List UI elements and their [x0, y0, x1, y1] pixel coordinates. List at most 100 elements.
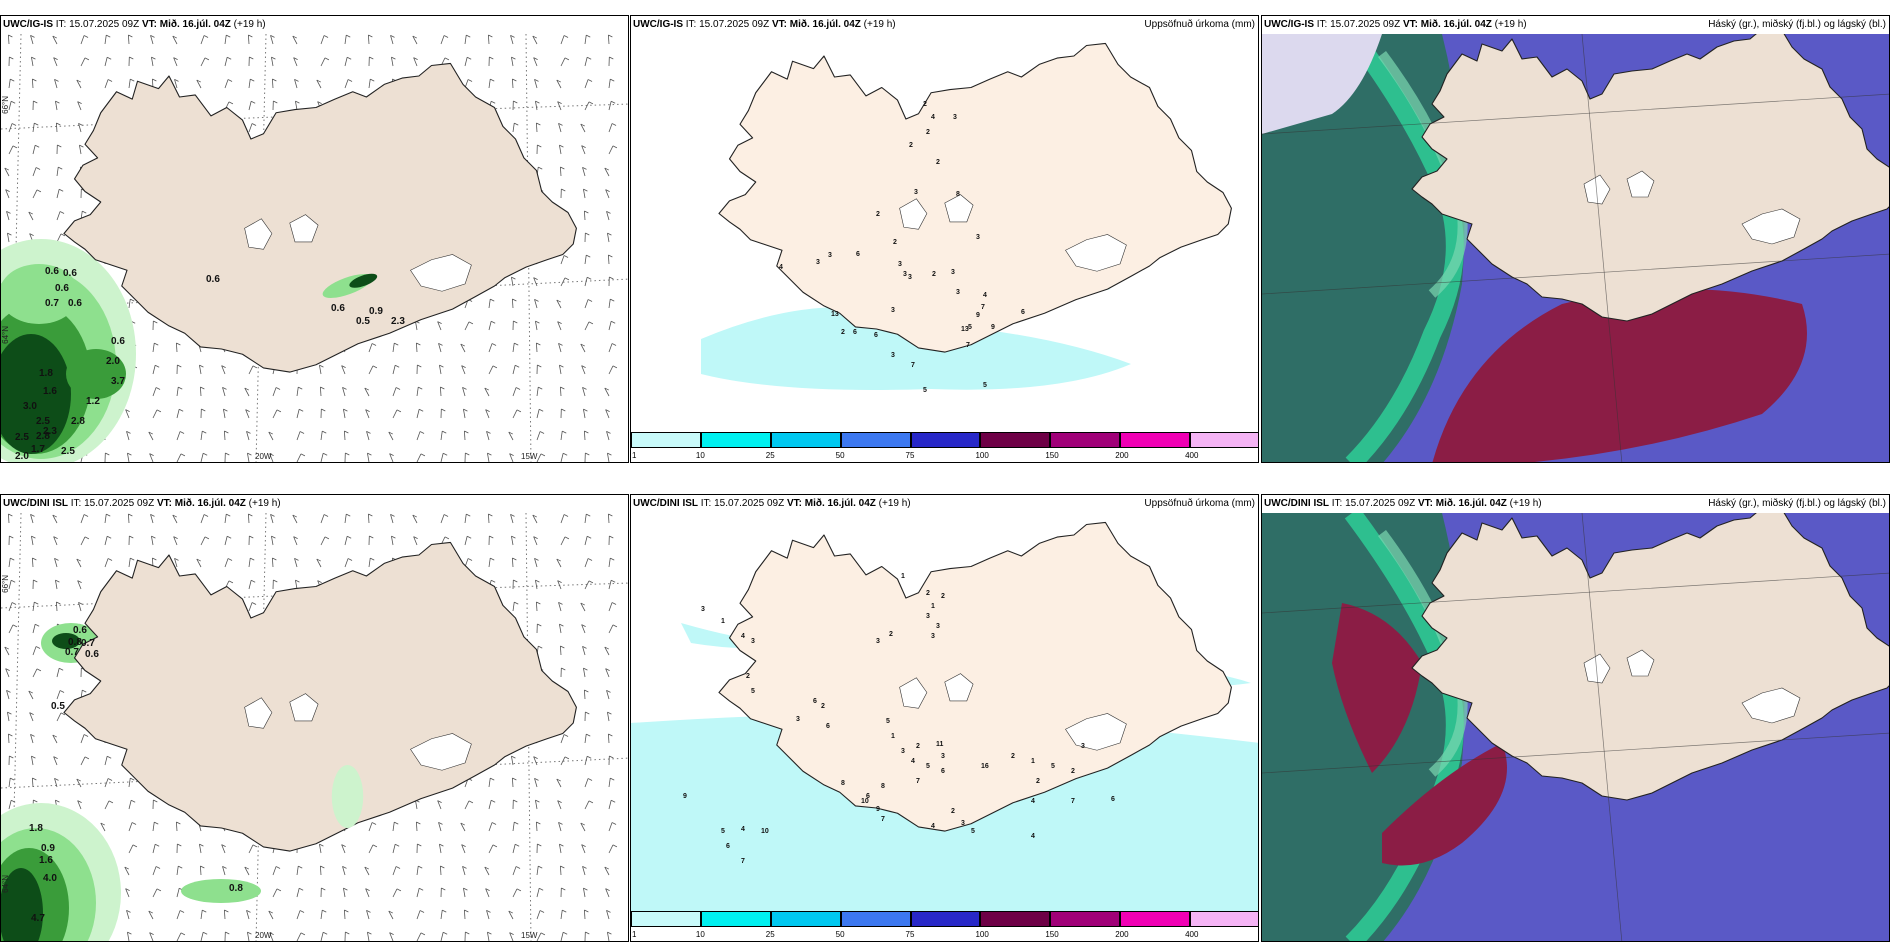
- colorbar-swatch: [910, 432, 981, 448]
- cloud-map[interactable]: [1262, 513, 1890, 942]
- precip-value: 4: [741, 826, 745, 833]
- panel-header: UWC/IG-IS IT: 15.07.2025 09Z VT: Mið. 16…: [1262, 16, 1889, 34]
- wind-value: 1.6: [43, 386, 57, 397]
- valid-time: Mið. 16.júl. 04Z: [159, 19, 231, 30]
- wind-value: 3.7: [111, 376, 125, 387]
- precip-value: 16: [981, 763, 989, 770]
- colorbar-swatch: [770, 911, 841, 927]
- colorbar-swatch: [631, 911, 701, 927]
- glacier: [1626, 170, 1655, 198]
- precip-value: 2: [1036, 778, 1040, 785]
- precip-value: 2: [916, 743, 920, 750]
- precip-value: 2: [951, 808, 955, 815]
- glacier: [410, 733, 472, 771]
- valid-time: Mið. 16.júl. 04Z: [174, 498, 246, 509]
- precip-value: 2: [926, 129, 930, 136]
- glacier: [289, 693, 319, 722]
- wind-value: 1.2: [86, 396, 100, 407]
- precip-value: 3: [701, 606, 705, 613]
- precip-value: 8: [881, 783, 885, 790]
- precip-value: 3: [936, 623, 940, 630]
- precip-value: 6: [826, 723, 830, 730]
- lead-time: (+19 h): [1494, 19, 1527, 30]
- iceland-landmass: [718, 521, 1232, 832]
- lat-label-66: 66°N: [1, 575, 10, 593]
- precip-value: 7: [911, 362, 915, 369]
- precip-value: 6: [726, 843, 730, 850]
- wind-value: 0.7: [45, 298, 59, 309]
- init-time: IT: 15.07.2025 09Z: [700, 498, 785, 509]
- colorbar-tick: 200: [1115, 451, 1129, 460]
- valid-label: VT:: [786, 498, 802, 509]
- precip-map[interactable]: 12 21333233143256236512345678681097104567…: [631, 513, 1259, 913]
- precip-value: 7: [1071, 798, 1075, 805]
- precip-value: 13: [831, 311, 839, 318]
- iceland-landmass: [718, 42, 1232, 353]
- colorbar-swatch: [1050, 911, 1121, 927]
- precip-value: 6: [941, 768, 945, 775]
- precip-value: 2: [893, 239, 897, 246]
- wind-value: 4.7: [31, 913, 45, 924]
- precip-value: 3: [941, 753, 945, 760]
- wind-value: 0.6: [73, 625, 87, 636]
- precip-value: 6: [874, 332, 878, 339]
- glacier: [410, 254, 472, 292]
- panel-title: Uppsöfnuð úrkoma (mm): [1144, 498, 1255, 509]
- wind-value: 0.6: [55, 283, 69, 294]
- colorbar-tick: 400: [1185, 930, 1199, 939]
- panel-precip-row1: UWC/IG-IS IT: 15.07.2025 09Z VT: Mið. 16…: [630, 15, 1259, 463]
- wind-value: 2.3: [43, 426, 57, 437]
- wind-value: 2.0: [106, 356, 120, 367]
- valid-label: VT:: [156, 498, 172, 509]
- valid-time: Mið. 16.júl. 04Z: [804, 498, 876, 509]
- wind-value: 2.5: [61, 446, 75, 457]
- precip-value: 5: [886, 718, 890, 725]
- precip-value: 7: [741, 858, 745, 865]
- precip-value: 4: [911, 758, 915, 765]
- precip-value-labels: 12 21333233143256236512345678681097104567…: [683, 573, 1115, 865]
- wind-map[interactable]: 0.60.8 0.70.7 0.60.51.80.91.64.04.70.8: [1, 513, 629, 942]
- wind-value: 0.6: [63, 268, 77, 279]
- precip-value: 8: [956, 191, 960, 198]
- glacier: [1741, 687, 1801, 724]
- precip-value: 7: [966, 342, 970, 349]
- valid-label: VT:: [771, 19, 787, 30]
- model-name: UWC/DINI ISL: [1264, 498, 1329, 509]
- precip-value: 3: [914, 189, 918, 196]
- colorbar-swatch: [980, 432, 1051, 448]
- glacier: [1065, 713, 1127, 751]
- iceland-landmass: [63, 62, 577, 373]
- precip-value: 3: [926, 613, 930, 620]
- valid-label: VT:: [141, 19, 157, 30]
- precip-value: 9: [976, 312, 980, 319]
- precip-value: 3: [908, 274, 912, 281]
- precip-value: 6: [853, 329, 857, 336]
- lat-label-64: 64°N: [1, 875, 10, 893]
- panel-header: UWC/DINI ISL IT: 15.07.2025 09Z VT: Mið.…: [631, 495, 1258, 513]
- wind-value: 0.6: [85, 649, 99, 660]
- precip-value: 4: [983, 292, 987, 299]
- cloud-map[interactable]: [1262, 34, 1890, 463]
- model-name: UWC/DINI ISL: [633, 498, 698, 509]
- precip-value: 5: [971, 828, 975, 835]
- colorbar-swatch: [700, 911, 771, 927]
- precip-value: 6: [856, 251, 860, 258]
- precip-value: 5: [721, 828, 725, 835]
- precip-value: 3: [898, 261, 902, 268]
- cloud-layers: [1262, 513, 1507, 941]
- precip-value: 3: [891, 307, 895, 314]
- precip-value: 4: [931, 823, 935, 830]
- init-time: IT: 15.07.2025 09Z: [1331, 498, 1416, 509]
- lon-label-15w: 15W: [521, 931, 538, 940]
- precip-value: 3: [901, 748, 905, 755]
- precip-value: 13: [961, 326, 969, 333]
- precip-value: 3: [951, 269, 955, 276]
- panel-cloud-row1: UWC/IG-IS IT: 15.07.2025 09Z VT: Mið. 16…: [1261, 15, 1890, 463]
- precip-value: 3: [891, 352, 895, 359]
- wind-value: 0.6: [111, 336, 125, 347]
- panel-precip-row2: UWC/DINI ISL IT: 15.07.2025 09Z VT: Mið.…: [630, 494, 1259, 942]
- colorbar-swatch: [770, 432, 841, 448]
- precip-value: 2: [926, 590, 930, 597]
- wind-map[interactable]: 0.6 0.6 0.6 0.7 0.6 0.6 0.6 0.90.5 2.3 0.6 2.0 1.8 3…: [1, 34, 629, 463]
